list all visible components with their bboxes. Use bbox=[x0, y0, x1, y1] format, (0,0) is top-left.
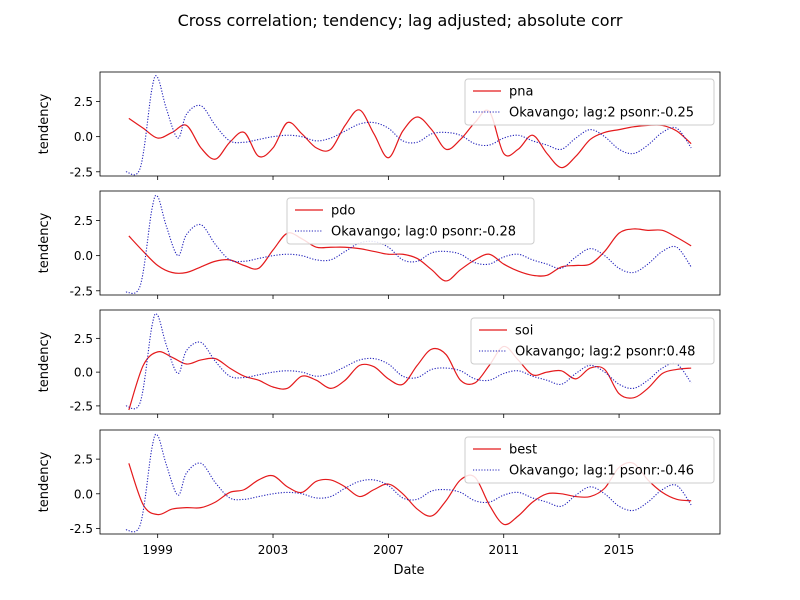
y-tick-label: 2.5 bbox=[74, 453, 93, 467]
y-tick-label: -2.5 bbox=[70, 522, 93, 536]
axes-frame bbox=[99, 71, 721, 177]
subplot-2: -2.5 0.0 2.5 tendency pdo Okavango; lag:0 pso… bbox=[37, 190, 721, 299]
x-tick-label: 1999 bbox=[142, 543, 173, 557]
legend-box bbox=[464, 436, 715, 484]
legend-entry: pdo bbox=[331, 204, 356, 219]
y-tick-label: 0.0 bbox=[74, 487, 93, 501]
series-line-index bbox=[128, 109, 692, 169]
legend-entry: soi bbox=[515, 324, 533, 339]
legend-box bbox=[464, 78, 715, 126]
y-axis-label: tendency bbox=[37, 212, 52, 273]
y-tick-label: -2.5 bbox=[70, 399, 93, 413]
x-tick-label: 2007 bbox=[373, 543, 404, 557]
series-line-index bbox=[128, 461, 692, 526]
subplot-3: -2.5 0.0 2.5 tendency soi Okavango; lag:2 pso… bbox=[37, 309, 721, 418]
y-tick-label: -2.5 bbox=[70, 165, 93, 179]
axes-frame bbox=[99, 190, 721, 296]
legend-entry: Okavango; lag:2 psonr:0.48 bbox=[515, 345, 695, 360]
legend: soi Okavango; lag:2 psonr:0.48 bbox=[470, 317, 715, 365]
figure-title: Cross correlation; tendency; lag adjuste… bbox=[178, 11, 623, 30]
legend: pna Okavango; lag:2 psonr:-0.25 bbox=[464, 78, 715, 126]
legend-box bbox=[470, 317, 715, 365]
y-tick-label: 2.5 bbox=[74, 95, 93, 109]
series-line-index bbox=[128, 228, 692, 282]
y-tick-label: 2.5 bbox=[74, 214, 93, 228]
y-axis-label: tendency bbox=[37, 93, 52, 154]
series-line-okavango bbox=[125, 433, 692, 533]
legend-entry: best bbox=[509, 443, 537, 458]
y-tick-label: -2.5 bbox=[70, 284, 93, 298]
subplot-panels: -2.5 0.0 2.5 tendency pna Okavango; lag:2 pso… bbox=[37, 71, 721, 557]
y-tick-label: 0.0 bbox=[74, 249, 93, 263]
legend-entry: pna bbox=[509, 85, 533, 100]
series-line-index bbox=[128, 345, 692, 411]
legend-box bbox=[286, 197, 535, 245]
legend-entry: Okavango; lag:2 psonr:-0.25 bbox=[509, 106, 694, 121]
axes-frame bbox=[99, 309, 721, 415]
y-tick-label: 0.0 bbox=[74, 130, 93, 144]
y-tick-label: 2.5 bbox=[74, 332, 93, 346]
series-line-okavango bbox=[125, 75, 692, 176]
axes-frame bbox=[99, 429, 721, 535]
subplot-1: -2.5 0.0 2.5 tendency pna Okavango; lag:2 pso… bbox=[37, 71, 721, 180]
series-line-okavango bbox=[125, 194, 692, 294]
x-tick-label: 2011 bbox=[488, 543, 519, 557]
x-tick-label: 2003 bbox=[258, 543, 289, 557]
subplot-4: -2.5 0.0 2.5 1999 2003 2007 2011 2015 tendency be… bbox=[37, 429, 721, 557]
legend: pdo Okavango; lag:0 psonr:-0.28 bbox=[286, 197, 535, 245]
y-axis-label: tendency bbox=[37, 451, 52, 512]
series-line-okavango bbox=[125, 313, 692, 410]
legend: best Okavango; lag:1 psonr:-0.46 bbox=[464, 436, 715, 484]
x-axis-label: Date bbox=[393, 563, 424, 578]
legend-entry: Okavango; lag:0 psonr:-0.28 bbox=[331, 225, 516, 240]
y-axis-label: tendency bbox=[37, 331, 52, 392]
legend-entry: Okavango; lag:1 psonr:-0.46 bbox=[509, 464, 694, 479]
y-tick-label: 0.0 bbox=[74, 366, 93, 380]
x-tick-label: 2015 bbox=[604, 543, 635, 557]
